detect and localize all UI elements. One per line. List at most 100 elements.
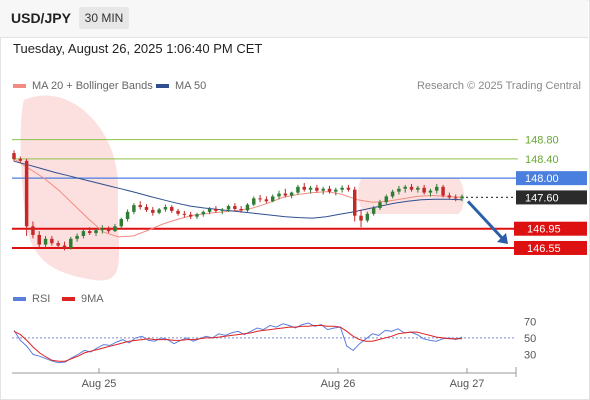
- candle-body: [138, 205, 142, 208]
- candle-body: [87, 231, 92, 234]
- candle-body: [359, 215, 363, 221]
- candle-body: [428, 190, 433, 193]
- candle-body: [144, 207, 149, 210]
- candle-body: [416, 187, 420, 190]
- x-tick-label: Aug 25: [82, 378, 117, 390]
- forecast-arrow: [466, 200, 505, 240]
- x-tick-label: Aug 27: [450, 378, 485, 390]
- candle-body: [422, 187, 426, 193]
- level-label: 146.55: [527, 243, 561, 255]
- level-label: 148.80: [525, 135, 559, 147]
- candle-body: [239, 208, 243, 211]
- candle-body: [441, 186, 445, 196]
- rsi-tick-label: 30: [524, 350, 536, 362]
- candle-body: [397, 188, 401, 192]
- level-label: 146.95: [527, 224, 561, 236]
- bollinger-band-area: [20, 95, 120, 281]
- candle-body: [94, 230, 98, 234]
- candle-body: [43, 238, 48, 245]
- candle-body: [62, 245, 67, 248]
- candle-body: [252, 198, 256, 205]
- research-credit: Research © 2025 Trading Central: [416, 80, 581, 92]
- candle-body: [447, 195, 452, 198]
- candle-body: [37, 234, 41, 245]
- current-price-label: 147.60: [525, 192, 559, 204]
- candle-body: [50, 238, 54, 244]
- level-label-bg: [516, 171, 587, 186]
- candle-body: [327, 188, 332, 192]
- candle-body: [113, 226, 117, 232]
- candle-body: [371, 208, 376, 214]
- symbol-title: USD/JPY: [11, 10, 71, 26]
- candle-body: [81, 231, 86, 236]
- forecast-arrow-head: [497, 232, 508, 244]
- candle-body: [106, 228, 111, 232]
- candle-body: [201, 211, 206, 215]
- ma20-legend-swatch: [13, 84, 26, 88]
- ma50-legend-swatch: [156, 84, 169, 88]
- candle-body: [403, 186, 407, 189]
- timestamp-label: Tuesday, August 26, 2025 1:06:40 PM CET: [13, 41, 263, 56]
- candle-body: [233, 206, 237, 209]
- candle-body: [409, 186, 414, 190]
- header-bar: USD/JPY 30 MIN: [0, 0, 588, 38]
- candle-body: [340, 187, 344, 190]
- rsi-legend-swatch: [13, 297, 26, 301]
- candle-body: [69, 238, 73, 248]
- candle-body: [24, 160, 29, 227]
- timeframe-badge[interactable]: 30 MIN: [79, 7, 129, 29]
- candle-body: [315, 187, 319, 191]
- level-label-bg: [514, 221, 587, 236]
- rsi-tick-label: 70: [524, 316, 536, 328]
- candle-body: [289, 192, 294, 196]
- candle-body: [100, 228, 105, 231]
- candle-body: [170, 207, 174, 211]
- candle-body: [214, 208, 218, 211]
- candle-body: [132, 205, 136, 212]
- x-tick-label: Aug 26: [321, 378, 356, 390]
- candle-body: [119, 219, 124, 227]
- candle-body: [31, 226, 35, 235]
- current-price-label-bg: [516, 190, 587, 205]
- candle-body: [460, 196, 464, 199]
- candle-body: [220, 209, 224, 211]
- rsi-tick-label: 50: [524, 333, 536, 345]
- candle-body: [18, 158, 23, 161]
- ma9-legend-swatch: [62, 297, 75, 301]
- candle-body: [264, 199, 269, 202]
- candle-body: [56, 243, 60, 246]
- candle-body: [321, 188, 325, 191]
- candle-body: [378, 202, 382, 208]
- ma50-legend-label: MA 50: [175, 80, 207, 92]
- candle-body: [435, 186, 439, 191]
- ma9-legend-label: 9MA: [81, 293, 104, 305]
- candle-body: [226, 206, 231, 210]
- candle-body: [207, 208, 212, 212]
- ma9-line: [13, 325, 462, 362]
- level-label-bg: [514, 240, 587, 255]
- candle-body: [384, 196, 389, 203]
- candle-body: [346, 187, 351, 190]
- candle-body: [283, 193, 288, 196]
- candle-body: [151, 209, 155, 213]
- candle-body: [12, 153, 16, 159]
- candle-body: [125, 211, 130, 220]
- candle-body: [157, 209, 161, 213]
- rsi-line: [13, 322, 463, 364]
- candle-body: [277, 193, 281, 197]
- level-label: 148.40: [525, 154, 559, 166]
- candle-body: [163, 207, 168, 210]
- candle-body: [334, 189, 338, 192]
- candle-body: [195, 214, 199, 217]
- candle-body: [302, 186, 306, 190]
- rsi-legend-label: RSI: [32, 293, 51, 305]
- candle-body: [188, 214, 193, 217]
- candle-body: [182, 213, 187, 215]
- candle-body: [245, 204, 250, 211]
- ma50-line: [13, 160, 463, 219]
- candle-body: [296, 186, 300, 193]
- ma20-legend-label: MA 20 + Bollinger Bands: [32, 80, 153, 92]
- candle-body: [75, 235, 79, 239]
- candle-body: [365, 213, 370, 221]
